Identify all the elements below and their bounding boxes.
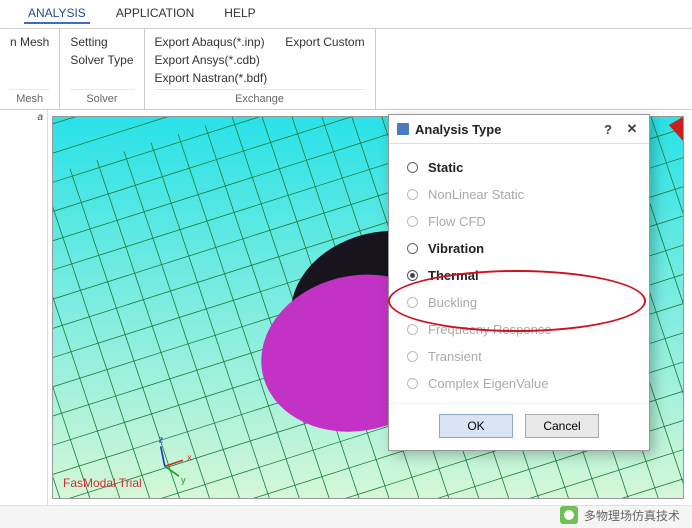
radio-icon — [407, 243, 418, 254]
ribbon-item-export-nastran[interactable]: Export Nastran(*.bdf) — [155, 69, 268, 87]
menu-tab-application[interactable]: APPLICATION — [112, 4, 198, 24]
cancel-button[interactable]: Cancel — [525, 414, 599, 438]
radio-icon — [407, 189, 418, 200]
analysis-option-label: Vibration — [428, 241, 484, 256]
ribbon-group-exchange: Export Abaqus(*.inp) Export Ansys(*.cdb)… — [145, 29, 376, 109]
ribbon-label-mesh: Mesh — [10, 89, 49, 109]
radio-icon — [407, 216, 418, 227]
radio-icon — [407, 324, 418, 335]
close-button[interactable]: ✕ — [623, 121, 641, 137]
analysis-option-label: Static — [428, 160, 463, 175]
footer-brand: 多物理场仿真技术 — [560, 506, 680, 524]
radio-icon — [407, 378, 418, 389]
analysis-option-buckling: Buckling — [407, 289, 635, 316]
dialog-body: Static NonLinear Static Flow CFD Vibration T… — [389, 144, 649, 403]
analysis-option-label: Frequecny Response — [428, 322, 552, 337]
help-button[interactable]: ? — [599, 122, 617, 137]
radio-icon — [407, 162, 418, 173]
radio-icon — [407, 297, 418, 308]
analysis-option-label: Complex EigenValue — [428, 376, 548, 391]
ribbon-label-solver: Solver — [70, 89, 133, 109]
analysis-option-thermal[interactable]: Thermal — [407, 262, 635, 289]
watermark-trial: FasModal Trial — [63, 476, 142, 490]
ribbon-group-solver: Setting Solver Type Solver — [60, 29, 144, 109]
radio-icon — [407, 270, 418, 281]
menubar: ANALYSIS APPLICATION HELP — [0, 0, 692, 29]
analysis-option-frequecny-response: Frequecny Response — [407, 316, 635, 343]
ribbon: n Mesh Mesh Setting Solver Type Solver E… — [0, 29, 692, 110]
footer-brand-text: 多物理场仿真技术 — [584, 507, 680, 524]
ribbon-group-mesh: n Mesh Mesh — [0, 29, 60, 109]
analysis-option-flow-cfd: Flow CFD — [407, 208, 635, 235]
analysis-option-vibration[interactable]: Vibration — [407, 235, 635, 262]
svg-text:y: y — [181, 475, 186, 485]
ribbon-item-solver-type[interactable]: Solver Type — [70, 51, 133, 69]
ribbon-item-export-custom[interactable]: Export Custom — [285, 33, 364, 51]
ribbon-item-export-abaqus[interactable]: Export Abaqus(*.inp) — [155, 33, 268, 51]
menu-tab-analysis[interactable]: ANALYSIS — [24, 4, 90, 24]
analysis-option-label: Buckling — [428, 295, 477, 310]
analysis-option-label: NonLinear Static — [428, 187, 524, 202]
analysis-option-transient: Transient — [407, 343, 635, 370]
analysis-option-complex-eigenvalue: Complex EigenValue — [407, 370, 635, 397]
wechat-icon — [560, 506, 578, 524]
analysis-option-nonlinear-static: NonLinear Static — [407, 181, 635, 208]
radio-icon — [407, 351, 418, 362]
ribbon-item-setting[interactable]: Setting — [70, 33, 133, 51]
analysis-option-label: Transient — [428, 349, 482, 364]
analysis-type-dialog: Analysis Type ? ✕ Static NonLinear Static… — [388, 114, 650, 451]
svg-text:z: z — [159, 435, 164, 445]
dialog-title: Analysis Type — [415, 122, 501, 137]
ok-button[interactable]: OK — [439, 414, 513, 438]
ribbon-item-export-ansys[interactable]: Export Ansys(*.cdb) — [155, 51, 268, 69]
ribbon-item-nmesh[interactable]: n Mesh — [10, 33, 49, 51]
analysis-option-label: Thermal — [428, 268, 479, 283]
dialog-titlebar[interactable]: Analysis Type ? ✕ — [389, 115, 649, 144]
analysis-option-label: Flow CFD — [428, 214, 486, 229]
analysis-option-static[interactable]: Static — [407, 154, 635, 181]
menu-tab-help[interactable]: HELP — [220, 4, 259, 24]
dialog-icon — [397, 123, 409, 135]
side-panel — [0, 110, 48, 505]
ribbon-label-exchange: Exchange — [155, 89, 365, 109]
dialog-buttons: OK Cancel — [389, 403, 649, 450]
svg-text:x: x — [187, 452, 192, 462]
